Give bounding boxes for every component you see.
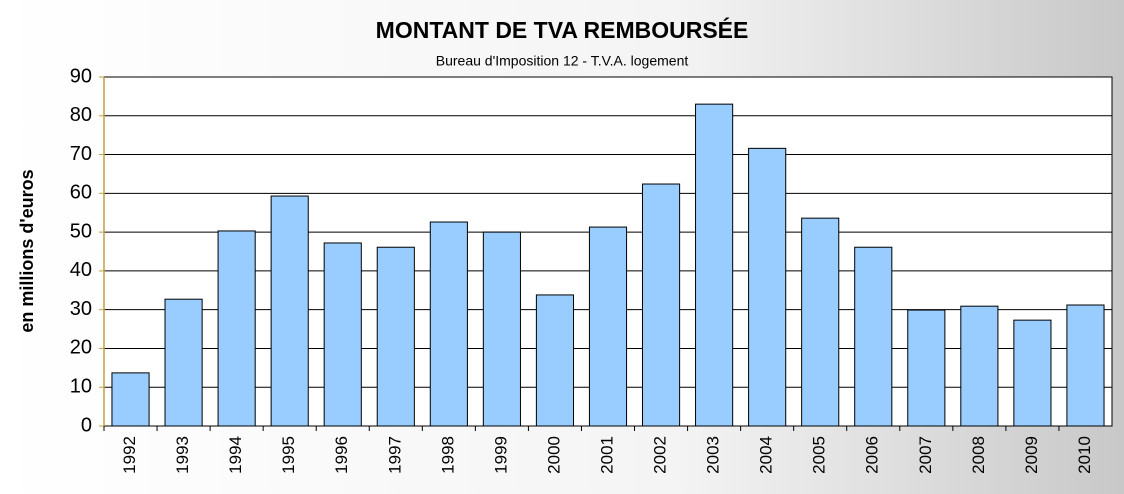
y-tick-label: 60 bbox=[70, 182, 92, 204]
bar bbox=[217, 230, 256, 427]
y-tick-label: 30 bbox=[70, 298, 92, 320]
x-tick-label: 2000 bbox=[544, 436, 563, 474]
chart-title: MONTANT DE TVA REMBOURSÉE bbox=[376, 16, 749, 43]
x-tick-label: 2006 bbox=[863, 436, 882, 474]
y-tick-label: 40 bbox=[70, 259, 92, 281]
bar bbox=[801, 217, 840, 427]
chart-subtitle: Bureau d'Imposition 12 - T.V.A. logement bbox=[436, 53, 689, 69]
x-tick-label: 1997 bbox=[385, 436, 404, 474]
bar bbox=[323, 242, 362, 427]
x-tick-label: 1993 bbox=[173, 436, 192, 474]
x-tick-label: 1996 bbox=[332, 436, 351, 474]
y-tick-label: 0 bbox=[81, 414, 92, 436]
bar bbox=[854, 246, 893, 427]
y-tick-label: 80 bbox=[70, 104, 92, 126]
bar bbox=[535, 294, 575, 427]
y-tick-label: 10 bbox=[70, 376, 92, 398]
bar bbox=[482, 231, 521, 427]
x-tick-label: 1994 bbox=[226, 436, 245, 474]
bar bbox=[164, 298, 203, 427]
y-tick-label: 70 bbox=[70, 143, 92, 165]
x-tick-label: 2007 bbox=[916, 436, 935, 474]
bar bbox=[1013, 319, 1052, 427]
bar bbox=[695, 103, 734, 427]
bar bbox=[588, 226, 628, 427]
bar bbox=[429, 221, 468, 427]
x-tick-label: 1998 bbox=[438, 436, 457, 474]
y-axis-label: en millions d'euros bbox=[17, 169, 37, 332]
x-tick-label: 2002 bbox=[651, 436, 670, 474]
bar bbox=[748, 147, 787, 427]
x-tick-label: 2005 bbox=[810, 436, 829, 474]
bar bbox=[376, 246, 415, 427]
y-tick-label: 90 bbox=[70, 65, 92, 87]
x-tick-label: 2003 bbox=[704, 436, 723, 474]
x-tick-label: 2010 bbox=[1075, 436, 1094, 474]
bar bbox=[270, 195, 309, 427]
bar bbox=[641, 183, 681, 427]
x-tick-label: 2009 bbox=[1022, 436, 1041, 474]
y-tick-label: 50 bbox=[70, 220, 92, 242]
x-tick-label: 1992 bbox=[120, 436, 139, 474]
bar bbox=[111, 372, 150, 427]
x-tick-label: 2004 bbox=[757, 436, 776, 474]
x-tick-label: 2001 bbox=[597, 436, 616, 474]
y-tick-label: 20 bbox=[70, 337, 92, 359]
bar bbox=[1066, 304, 1105, 427]
bar bbox=[960, 305, 999, 427]
x-tick-label: 1999 bbox=[491, 436, 510, 474]
x-tick-label: 2008 bbox=[969, 436, 988, 474]
bar bbox=[907, 309, 946, 427]
x-tick-label: 1995 bbox=[279, 436, 298, 474]
